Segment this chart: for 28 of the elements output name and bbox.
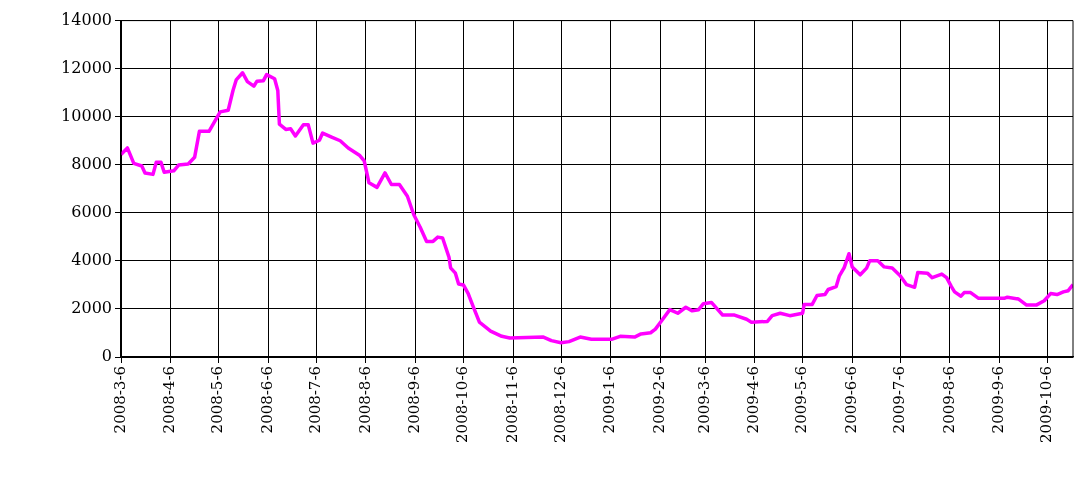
y-tick-label: 10000 — [61, 105, 112, 125]
y-tick-label: 12000 — [61, 57, 112, 77]
x-tick-label: 2009-4-6 — [744, 366, 763, 434]
x-tick-label: 2008-4-6 — [160, 366, 179, 434]
y-tick-label: 14000 — [61, 9, 112, 29]
x-tick-label: 2008-6-6 — [258, 366, 277, 434]
x-tick-label: 2009-3-6 — [694, 366, 713, 434]
y-tick-label: 2000 — [71, 298, 112, 318]
x-tick-label: 2009-10-6 — [1037, 366, 1056, 443]
x-tick-label: 2008-8-6 — [355, 366, 374, 434]
y-tick-label: 4000 — [71, 250, 112, 270]
x-tick-label: 2009-2-6 — [650, 366, 669, 434]
x-tick-label: 2009-5-6 — [792, 366, 811, 434]
x-tick-label: 2008-7-6 — [306, 366, 325, 434]
x-tick-label: 2008-9-6 — [405, 366, 424, 434]
x-tick-label: 2009-7-6 — [890, 366, 909, 434]
x-tick-label: 2009-8-6 — [939, 366, 958, 434]
x-tick-label: 2008-12-6 — [550, 366, 569, 443]
x-tick-label: 2008-11-6 — [502, 366, 521, 443]
x-tick-label: 2008-10-6 — [453, 366, 472, 443]
x-tick-label: 2009-9-6 — [989, 366, 1008, 434]
y-tick-label: 6000 — [71, 201, 112, 221]
x-tick-label: 2008-3-6 — [110, 366, 129, 434]
x-tick-label: 2009-1-6 — [600, 366, 619, 434]
y-tick-label: 0 — [101, 346, 112, 366]
x-tick-label: 2008-5-6 — [208, 366, 227, 434]
y-tick-label: 8000 — [71, 153, 112, 173]
x-tick-label: 2009-6-6 — [842, 366, 861, 434]
